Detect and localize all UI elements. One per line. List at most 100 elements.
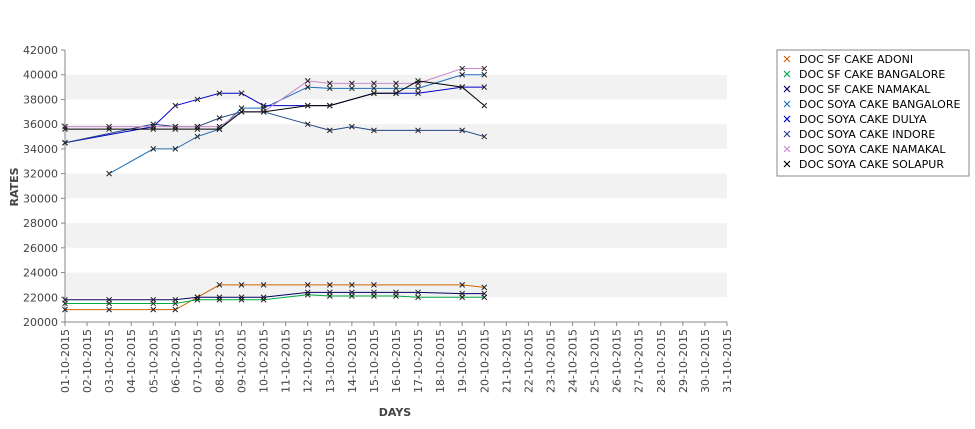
data-point xyxy=(326,282,333,288)
data-point xyxy=(106,296,112,303)
data-point xyxy=(459,290,466,297)
legend-entry: DOC SF CAKE ADONI xyxy=(799,53,913,66)
data-point xyxy=(260,102,267,109)
data-point xyxy=(62,126,68,132)
data-point xyxy=(459,71,466,78)
data-point xyxy=(194,296,201,303)
legend-marker xyxy=(783,145,791,153)
x-tick-label: 25-10-2015 xyxy=(589,329,602,393)
data-point xyxy=(216,126,223,132)
y-tick-label: 26000 xyxy=(23,242,58,255)
data-point xyxy=(260,108,267,115)
data-point xyxy=(62,306,68,313)
x-tick-label: 18-10-2015 xyxy=(434,329,447,393)
x-tick-label: 09-10-2015 xyxy=(236,329,249,393)
x-tick-label: 20-10-2015 xyxy=(478,329,491,393)
y-axis-ticks: 20000 22000 24000 26000 28000 30000 32000 34000… xyxy=(23,44,65,329)
data-point xyxy=(150,126,157,132)
data-point xyxy=(150,306,157,313)
x-tick-label: 17-10-2015 xyxy=(412,329,425,393)
data-point xyxy=(481,84,488,90)
data-point xyxy=(481,65,488,72)
data-point xyxy=(172,123,179,130)
y-tick-label: 22000 xyxy=(23,291,58,304)
data-point xyxy=(238,108,245,115)
x-tick-label: 16-10-2015 xyxy=(390,329,403,393)
x-tick-label: 07-10-2015 xyxy=(191,329,204,393)
series-2 xyxy=(62,289,488,303)
x-tick-label: 14-10-2015 xyxy=(346,329,359,393)
legend-entry: DOC SOYA CAKE DULYA xyxy=(799,113,927,126)
data-point xyxy=(106,123,112,130)
y-tick-label: 30000 xyxy=(23,192,58,205)
data-point xyxy=(415,78,421,84)
data-point xyxy=(349,123,355,130)
legend-entry: DOC SF CAKE NAMAKAL xyxy=(799,83,931,96)
x-tick-label: 31-10-2015 xyxy=(721,329,734,393)
x-tick-label: 19-10-2015 xyxy=(456,329,469,393)
grid-band xyxy=(65,124,727,149)
x-tick-label: 11-10-2015 xyxy=(280,329,293,393)
x-tick-label: 12-10-2015 xyxy=(302,329,315,393)
y-tick-label: 38000 xyxy=(23,93,58,106)
grid-bands xyxy=(65,74,727,298)
data-point xyxy=(326,127,333,134)
series-7 xyxy=(62,78,488,132)
data-point xyxy=(216,115,223,121)
y-tick-label: 32000 xyxy=(23,168,58,181)
data-point xyxy=(62,123,68,130)
data-point xyxy=(371,127,377,134)
series-3 xyxy=(106,71,488,177)
data-point xyxy=(371,289,377,296)
legend-box xyxy=(776,49,970,177)
legend-entry: DOC SF CAKE BANGALORE xyxy=(799,68,945,81)
series-lines xyxy=(62,65,488,313)
legend-marker xyxy=(783,85,791,93)
x-tick-label: 05-10-2015 xyxy=(147,329,160,393)
y-tick-label: 40000 xyxy=(23,69,58,82)
x-tick-label: 21-10-2015 xyxy=(500,329,513,393)
data-point xyxy=(349,289,355,296)
y-axis-title: RATES xyxy=(8,167,21,206)
data-point xyxy=(260,296,267,303)
data-point xyxy=(194,123,201,130)
data-point xyxy=(194,294,201,301)
series-line xyxy=(65,294,485,304)
legend-entry: DOC SOYA CAKE NAMAKAL xyxy=(799,143,946,156)
data-point xyxy=(459,127,466,134)
data-point xyxy=(216,294,223,301)
x-tick-label: 28-10-2015 xyxy=(655,329,668,393)
x-tick-label: 01-10-2015 xyxy=(59,329,72,393)
data-point xyxy=(238,296,245,303)
data-point xyxy=(238,294,245,301)
x-tick-label: 03-10-2015 xyxy=(103,329,116,393)
series-line xyxy=(65,284,485,311)
data-point xyxy=(216,296,223,303)
legend-marker xyxy=(783,130,791,138)
data-point xyxy=(62,296,68,303)
x-tick-label: 30-10-2015 xyxy=(699,329,712,393)
data-point xyxy=(371,282,377,288)
data-point xyxy=(481,133,488,140)
x-tick-label: 24-10-2015 xyxy=(567,329,580,393)
data-point xyxy=(304,291,311,298)
data-point xyxy=(304,282,311,288)
data-point xyxy=(106,170,112,177)
x-tick-label: 13-10-2015 xyxy=(324,329,337,393)
legend-marker xyxy=(783,115,791,123)
series-line xyxy=(65,68,485,128)
data-point xyxy=(260,282,267,288)
legend-marker xyxy=(783,160,791,168)
data-point xyxy=(481,102,488,109)
x-tick-label: 04-10-2015 xyxy=(125,329,138,393)
data-point xyxy=(106,306,112,313)
y-tick-label: 24000 xyxy=(23,267,58,280)
data-point xyxy=(326,80,333,87)
data-point xyxy=(304,78,311,84)
y-tick-label: 20000 xyxy=(23,316,58,329)
data-point xyxy=(459,84,466,90)
data-point xyxy=(393,90,399,97)
data-point xyxy=(349,282,355,288)
data-point xyxy=(415,127,421,134)
